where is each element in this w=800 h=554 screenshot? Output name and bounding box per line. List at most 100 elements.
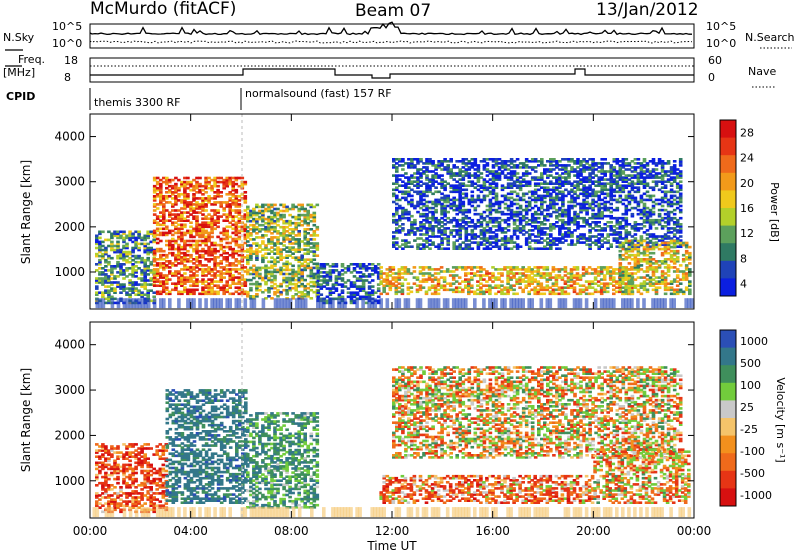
echo-cell <box>624 204 629 208</box>
echo-cell <box>458 186 462 189</box>
echo-cell <box>437 162 441 165</box>
echo-cell <box>627 190 632 194</box>
echo-cell <box>392 231 396 234</box>
echo-cell <box>570 204 574 208</box>
echo-cell <box>612 208 617 212</box>
echo-cell <box>171 245 175 249</box>
echo-cell <box>573 174 577 177</box>
echo-cell <box>618 276 622 279</box>
echo-cell <box>476 212 481 216</box>
echo-cell <box>624 184 629 187</box>
echo-cell <box>246 254 250 257</box>
echo-cell <box>177 247 181 251</box>
echo-cell <box>195 233 199 237</box>
echo-cell <box>479 212 484 216</box>
echo-cell <box>479 231 484 234</box>
echo-cell <box>294 288 298 292</box>
freq-trace <box>90 68 694 79</box>
echo-cell <box>506 292 510 296</box>
echo-cell <box>612 288 616 292</box>
echo-cell <box>228 268 232 271</box>
echo-cell <box>198 280 202 283</box>
echo-cell <box>428 227 432 230</box>
echo-cell <box>183 239 187 243</box>
echo-cell <box>633 182 638 185</box>
echo-cell <box>240 260 245 263</box>
echo-cell <box>252 207 256 211</box>
echo-cell <box>231 184 235 188</box>
echo-cell <box>524 286 528 289</box>
echo-cell <box>309 268 314 272</box>
echo-cell <box>512 276 516 279</box>
echo-cell <box>231 203 235 206</box>
echo-cell <box>555 180 559 183</box>
echo-cell <box>494 239 499 242</box>
echo-cell <box>494 243 499 246</box>
echo-cell <box>609 206 613 210</box>
echo-cell <box>587 266 592 269</box>
echo-cell <box>545 268 550 271</box>
echo-cell <box>398 225 402 228</box>
echo-cell <box>337 295 342 299</box>
echo-cell <box>400 292 405 296</box>
echo-cell <box>216 274 220 277</box>
echo-cell <box>488 278 492 281</box>
echo-cell <box>249 234 253 237</box>
echo-cell <box>476 247 481 250</box>
echo-cell <box>300 268 304 272</box>
echo-cell <box>410 198 414 202</box>
echo-cell <box>207 233 211 237</box>
echo-cell <box>177 290 181 294</box>
echo-cell <box>189 184 193 188</box>
echo-cell <box>303 207 307 211</box>
echo-cell <box>177 278 181 281</box>
echo-cell <box>177 235 181 239</box>
echo-cell <box>476 270 480 273</box>
echo-cell <box>585 176 589 179</box>
echo-cell <box>192 266 196 269</box>
echo-cell <box>162 268 166 271</box>
echo-cell <box>101 279 105 282</box>
echo-cell <box>512 172 517 175</box>
echo-cell <box>285 236 289 239</box>
echo-cell <box>500 284 504 287</box>
echo-cell <box>219 205 223 208</box>
echo-cell <box>576 212 580 216</box>
echo-cell <box>159 247 163 251</box>
echo-cell <box>470 268 474 271</box>
echo-cell <box>594 214 598 218</box>
echo-cell <box>180 217 184 220</box>
echo-cell <box>482 227 487 230</box>
echo-cell <box>131 289 135 292</box>
echo-cell <box>591 180 595 183</box>
echo-cell <box>334 279 339 282</box>
echo-cell <box>591 190 595 194</box>
echo-cell <box>521 192 526 196</box>
echo-cell <box>521 174 526 177</box>
echo-cell <box>455 186 459 189</box>
echo-cell <box>425 176 429 179</box>
echo-cell <box>431 162 435 165</box>
echo-cell <box>192 268 196 271</box>
echo-cell <box>424 272 429 275</box>
echo-cell <box>255 221 259 225</box>
echo-cell <box>213 264 217 267</box>
echo-cell <box>521 218 526 222</box>
echo-cell <box>464 229 469 232</box>
echo-cell <box>642 186 647 189</box>
echo-cell <box>134 287 138 290</box>
echo-cell <box>309 260 314 264</box>
echo-cell <box>255 250 259 253</box>
echo-cell <box>119 269 123 272</box>
echo-cell <box>606 221 610 224</box>
echo-cell <box>621 243 626 246</box>
echo-cell <box>615 206 620 210</box>
echo-cell <box>216 270 220 273</box>
echo-cell <box>582 168 586 171</box>
echo-cell <box>452 164 456 167</box>
echo-cell <box>146 242 150 246</box>
echo-cell <box>549 180 553 183</box>
echo-cell <box>639 227 644 230</box>
echo-cell <box>258 217 262 221</box>
echo-cell <box>149 232 153 236</box>
